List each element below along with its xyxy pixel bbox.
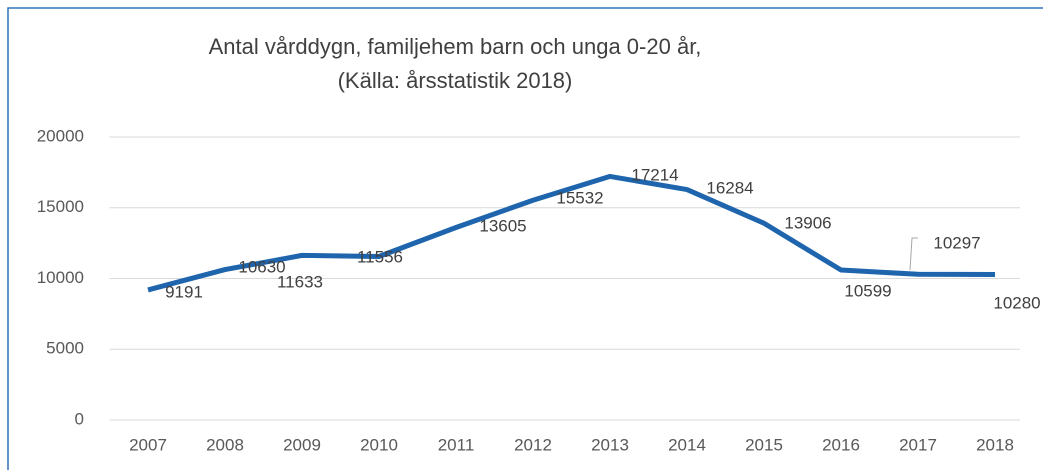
data-line <box>147 173 996 293</box>
x-tick-label: 2012 <box>514 435 552 454</box>
y-tick-label: 15000 <box>37 197 84 216</box>
x-tick-label: 2009 <box>283 435 321 454</box>
x-tick-label: 2016 <box>822 435 860 454</box>
y-tick-label: 0 <box>75 409 84 428</box>
data-label: 13906 <box>784 213 831 232</box>
x-tick-label: 2018 <box>976 435 1014 454</box>
x-tick-label: 2008 <box>206 435 244 454</box>
data-label: 10630 <box>238 257 285 276</box>
data-label: 10280 <box>993 293 1040 312</box>
data-label: 11556 <box>357 247 403 266</box>
data-label: 10297 <box>933 233 980 252</box>
x-tick-label: 2015 <box>745 435 783 454</box>
data-label: 16284 <box>706 178 753 197</box>
x-tick-label: 2017 <box>899 435 937 454</box>
y-tick-label: 5000 <box>46 339 84 358</box>
x-tick-label: 2014 <box>668 435 706 454</box>
y-tick-label: 20000 <box>37 126 84 145</box>
chart-title: Antal vårddygn, familjehem barn och unga… <box>209 34 702 59</box>
data-label: 9191 <box>165 282 203 301</box>
leader-line <box>909 237 918 271</box>
chart-subtitle: (Källa: årsstatistik 2018) <box>338 68 573 93</box>
x-tick-label: 2011 <box>438 435 475 454</box>
x-tick-label: 2010 <box>360 435 398 454</box>
x-tick-label: 2007 <box>129 435 167 454</box>
data-label: 13605 <box>479 216 526 235</box>
data-label: 10599 <box>844 281 891 300</box>
y-tick-label: 10000 <box>37 268 84 287</box>
data-label: 11633 <box>277 272 323 291</box>
chart-frame <box>7 7 1043 470</box>
x-tick-label: 2013 <box>591 435 629 454</box>
data-label: 15532 <box>556 188 603 207</box>
data-label: 17214 <box>631 165 678 184</box>
